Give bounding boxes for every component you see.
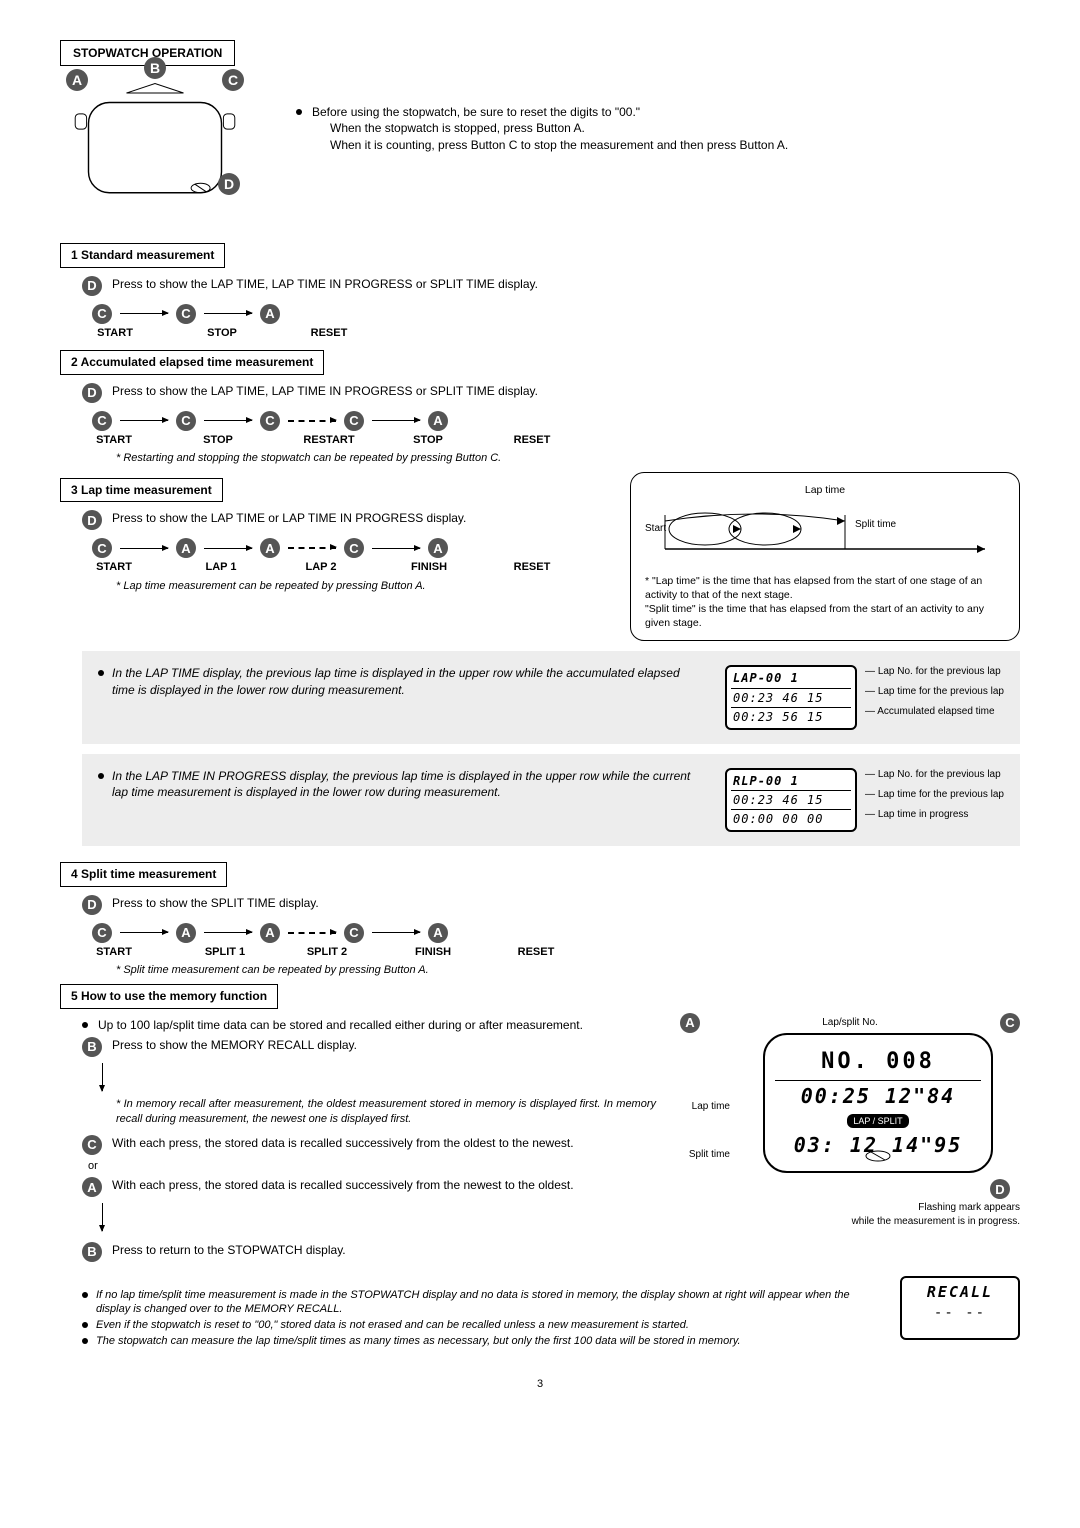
sec3-note: * Lap time measurement can be repeated b… bbox=[116, 579, 606, 594]
memory-display-panel: A Lap/split No. C Lap time Split time NO… bbox=[680, 1013, 1020, 1229]
sec4-note: * Split time measurement can be repeated… bbox=[116, 963, 1020, 978]
sec3-d-text: Press to show the LAP TIME or LAP TIME I… bbox=[112, 510, 466, 526]
laptime-sidebox: Lap time Start Split time * "Lap time" i… bbox=[630, 472, 1020, 641]
sec2-d-text: Press to show the LAP TIME, LAP TIME IN … bbox=[112, 383, 538, 399]
sec5-b-text: Press to show the MEMORY RECALL display. bbox=[112, 1037, 357, 1053]
sec2-flow: C C C C A bbox=[92, 411, 1020, 431]
intro-line1: Before using the stopwatch, be sure to r… bbox=[312, 104, 788, 120]
c-icon: C bbox=[82, 1135, 102, 1155]
laptime-display-box: In the LAP TIME display, the previous la… bbox=[82, 651, 1020, 744]
sec3-title: 3 Lap time measurement bbox=[60, 478, 223, 502]
button-a-marker: A bbox=[66, 69, 88, 91]
sec5-a-text: With each press, the stored data is reca… bbox=[112, 1177, 574, 1193]
sec3-flow: C A A C A bbox=[92, 538, 606, 558]
b-icon: B bbox=[82, 1242, 102, 1262]
lcd-laptime-progress: RLP-00 1 00:23 46 15 00:00 00 00 bbox=[725, 768, 857, 833]
sec2-note: * Restarting and stopping the stopwatch … bbox=[116, 451, 1020, 466]
sec1-d-text: Press to show the LAP TIME, LAP TIME IN … bbox=[112, 276, 538, 292]
sec5-b2-text: Press to return to the STOPWATCH display… bbox=[112, 1242, 346, 1258]
lcd-laptime: LAP-00 1 00:23 46 15 00:23 56 15 bbox=[725, 665, 857, 730]
footer-notes: If no lap time/split time measurement is… bbox=[82, 1286, 880, 1351]
watch-diagram: A B C D bbox=[60, 74, 250, 337]
b-icon: B bbox=[82, 1037, 102, 1057]
button-c-marker: C bbox=[222, 69, 244, 91]
sec4-d-text: Press to show the SPLIT TIME display. bbox=[112, 895, 319, 911]
d-icon: D bbox=[82, 510, 102, 530]
sec5-intro: Up to 100 lap/split time data can be sto… bbox=[98, 1017, 583, 1033]
intro-line2: When the stopwatch is stopped, press But… bbox=[312, 120, 788, 136]
sec5-b-note: * In memory recall after measurement, th… bbox=[116, 1097, 656, 1127]
intro-line3: When it is counting, press Button C to s… bbox=[312, 137, 788, 153]
svg-text:Split time: Split time bbox=[855, 519, 897, 530]
recall-display: RECALL -- -- bbox=[900, 1276, 1020, 1340]
d-icon: D bbox=[82, 276, 102, 296]
sec5-c-text: With each press, the stored data is reca… bbox=[112, 1135, 574, 1151]
laptime-progress-box: In the LAP TIME IN PROGRESS display, the… bbox=[82, 754, 1020, 847]
d-icon: D bbox=[82, 383, 102, 403]
sec4-title: 4 Split time measurement bbox=[60, 862, 227, 886]
page-number: 3 bbox=[60, 1377, 1020, 1392]
sec2-title: 2 Accumulated elapsed time measurement bbox=[60, 350, 324, 374]
button-b-marker: B bbox=[144, 57, 166, 79]
sec4-flow: C A A C A bbox=[92, 923, 1020, 943]
svg-text:Start: Start bbox=[645, 523, 666, 534]
d-icon: D bbox=[82, 895, 102, 915]
button-d-marker: D bbox=[218, 173, 240, 195]
a-icon: A bbox=[82, 1177, 102, 1197]
sec5-title: 5 How to use the memory function bbox=[60, 984, 278, 1008]
sec1-title: 1 Standard measurement bbox=[60, 243, 225, 267]
laptime-diagram: Start Split time bbox=[645, 499, 1005, 569]
